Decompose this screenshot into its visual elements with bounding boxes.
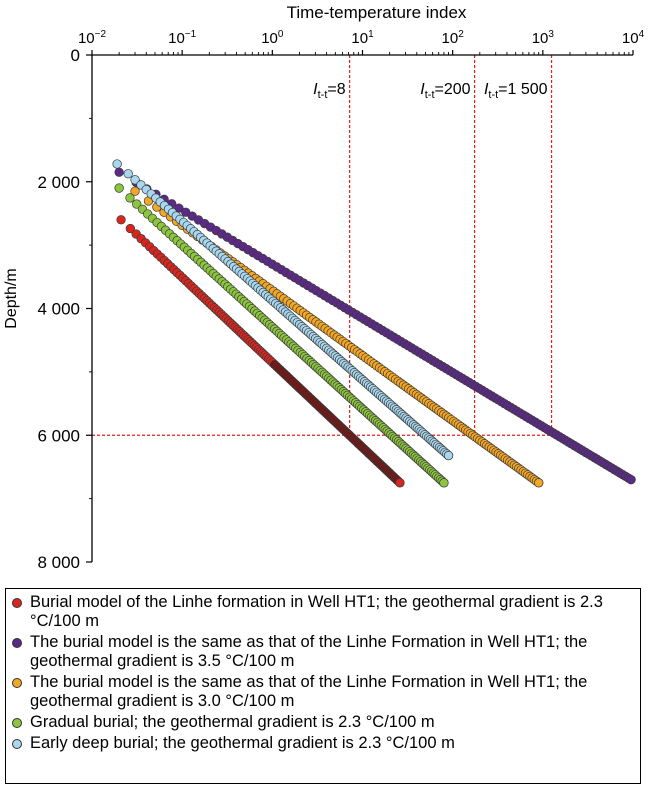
- y-tick-label: 8 000: [37, 553, 80, 572]
- data-point: [125, 223, 135, 234]
- data-point: [114, 167, 124, 177]
- reference-label: It-t=1 500: [484, 81, 548, 101]
- legend-item: The burial model is the same as that of …: [12, 633, 634, 671]
- data-point-end: [395, 478, 405, 488]
- data-point: [132, 199, 142, 209]
- y-tick-label: 4 000: [37, 300, 80, 319]
- legend-label: The burial model is the same as that of …: [30, 633, 588, 670]
- legend-marker: [12, 739, 22, 749]
- legend-marker: [12, 678, 22, 688]
- legend-item: The burial model is the same as that of …: [12, 673, 634, 711]
- data-point: [123, 169, 133, 179]
- chart-svg: 10−2 10−1 100 101 102 103 104 Time-temperature …: [3, 3, 645, 572]
- legend-label: The burial model is the same as that of …: [30, 673, 588, 710]
- legend-item: Burial model of the Linhe formation in W…: [12, 593, 634, 631]
- x-tick-label: 10−2: [78, 29, 107, 47]
- y-tick-label: 2 000: [37, 173, 80, 192]
- series-2: [114, 167, 636, 485]
- x-tick-label: 10−1: [168, 29, 197, 47]
- legend-label: Burial model of the Linhe formation in W…: [30, 593, 603, 630]
- data-point: [130, 175, 140, 185]
- y-axis-title: Depth/m: [3, 268, 20, 328]
- axes: 10−2 10−1 100 101 102 103 104 Time-temperature …: [3, 3, 645, 572]
- series-4: [114, 183, 449, 488]
- legend: Burial model of the Linhe formation in W…: [5, 588, 641, 784]
- reference-labels: It-t=8 It-t=200 It-t=1 500: [313, 81, 548, 101]
- data-point-end: [439, 478, 449, 488]
- series-5: [112, 159, 454, 461]
- data-point-end: [626, 474, 636, 485]
- x-tick-label: 103: [532, 29, 555, 47]
- data-point-end: [443, 450, 454, 461]
- data-points: [112, 159, 636, 488]
- reference-label: It-t=8: [313, 81, 346, 101]
- x-tick-label: 102: [442, 29, 465, 47]
- legend-label: Gradual burial; the geothermal gradient …: [30, 713, 435, 731]
- data-point-end: [534, 478, 544, 488]
- x-tick-label: 100: [261, 29, 284, 47]
- legend-item: Early deep burial; the geothermal gradie…: [12, 734, 634, 753]
- reference-label: It-t=200: [420, 81, 470, 101]
- y-tick-label: 0: [71, 46, 80, 65]
- legend-label: Early deep burial; the geothermal gradie…: [30, 734, 455, 752]
- legend-item: Gradual burial; the geothermal gradient …: [12, 713, 634, 732]
- x-tick-label: 104: [622, 29, 645, 47]
- data-point: [114, 183, 124, 193]
- data-point: [130, 186, 140, 196]
- series-1: [116, 215, 405, 488]
- x-tick-label: 101: [351, 29, 374, 47]
- legend-marker: [12, 598, 22, 608]
- reference-lines: [92, 55, 553, 436]
- legend-marker: [12, 638, 22, 648]
- data-point: [112, 159, 122, 169]
- data-point: [125, 193, 135, 203]
- y-tick-label: 6 000: [37, 426, 80, 445]
- legend-marker: [12, 718, 22, 728]
- x-axis-title: Time-temperature index: [287, 3, 467, 22]
- data-point: [116, 215, 126, 225]
